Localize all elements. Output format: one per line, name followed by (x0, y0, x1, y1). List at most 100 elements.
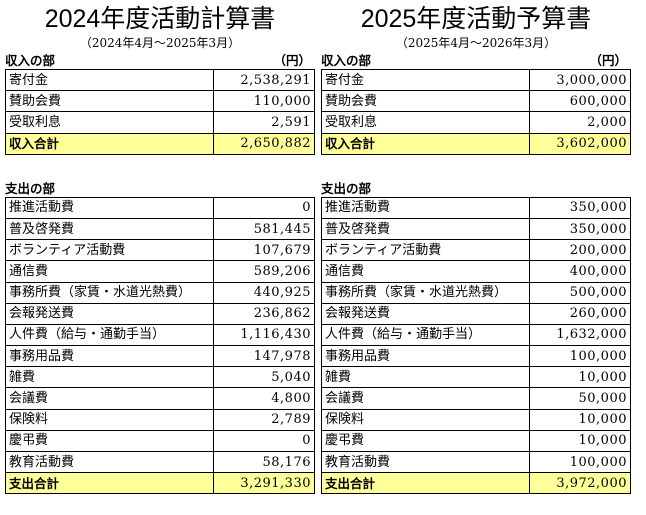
income-row: 受取利息 2,591 (5, 111, 315, 134)
currency-unit: （円） (273, 53, 311, 68)
expense-item-amount: 350,000 (529, 196, 631, 219)
expense-item-label: 会報発送費 (321, 302, 530, 325)
income-item-amount: 2,591 (213, 111, 315, 134)
expense-item-label: 通信費 (5, 260, 214, 283)
expense-item-amount: 4,800 (213, 387, 315, 410)
income-row: 寄付金 2,538,291 (5, 68, 315, 92)
expense-row: 会議費 4,800 (5, 387, 315, 410)
expense-section-header: 支出の部 (321, 180, 631, 197)
expense-item-amount: 58,176 (213, 450, 315, 474)
expense-row: 慶弔費 10,000 (321, 429, 631, 453)
income-total-row: 収入合計 2,650,882 (5, 132, 315, 155)
income-header-label: 収入の部 (321, 53, 372, 68)
expense-total-row: 支出合計 3,291,330 (5, 472, 315, 495)
expense-item-amount: 0 (213, 429, 315, 453)
expense-row: 会報発送費 236,862 (5, 302, 315, 325)
expense-row: 事務所費（家賃・水道光熱費） 440,925 (5, 281, 315, 304)
income-total-label: 収入合計 (321, 132, 530, 155)
expense-item-label: 会議費 (321, 387, 530, 410)
expense-item-amount: 100,000 (529, 450, 631, 474)
expense-item-amount: 400,000 (529, 260, 631, 283)
income-item-label: 賛助会費 (321, 90, 530, 113)
expense-item-amount: 1,632,000 (529, 323, 631, 347)
expense-item-label: 推進活動費 (321, 196, 530, 219)
expense-item-label: 事務用品費 (5, 345, 214, 368)
expense-row: 通信費 400,000 (321, 260, 631, 283)
income-item-amount: 2,000 (529, 111, 631, 134)
income-item-amount: 2,538,291 (213, 68, 315, 92)
expense-item-label: 事務用品費 (321, 345, 530, 368)
expense-item-label: 保険料 (321, 408, 530, 431)
expense-total-row: 支出合計 3,972,000 (321, 472, 631, 495)
expense-row: 推進活動費 350,000 (321, 196, 631, 219)
income-item-label: 寄付金 (5, 68, 214, 92)
income-item-label: 受取利息 (321, 111, 530, 134)
income-section-header: 収入の部 （円） (321, 52, 631, 69)
income-header-label: 収入の部 (5, 53, 56, 68)
expense-total-label: 支出合計 (5, 472, 214, 495)
income-item-amount: 110,000 (213, 90, 315, 113)
expense-item-label: ボランティア活動費 (321, 239, 530, 262)
activity-budget-2025: 2025年度活動予算書 （2025年4月～2026年3月） 収入の部 （円） 寄付金 3,… (321, 0, 631, 495)
expense-item-amount: 10,000 (529, 366, 631, 389)
expense-item-label: 通信費 (321, 260, 530, 283)
expense-table: 推進活動費 350,000 普及啓発費 350,000 ボランティア活動費 200,000… (321, 196, 631, 495)
currency-unit: （円） (589, 53, 627, 68)
income-total-amount: 2,650,882 (213, 132, 315, 155)
expense-row: 事務用品費 147,978 (5, 345, 315, 368)
expense-row: 通信費 589,206 (5, 260, 315, 283)
income-item-amount: 600,000 (529, 90, 631, 113)
expense-item-amount: 100,000 (529, 345, 631, 368)
expense-row: 保険料 10,000 (321, 408, 631, 431)
expense-item-amount: 589,206 (213, 260, 315, 283)
expense-item-label: 事務所費（家賃・水道光熱費） (5, 281, 214, 304)
expense-total-amount: 3,972,000 (529, 472, 631, 495)
expense-row: 普及啓発費 350,000 (321, 217, 631, 241)
expense-item-label: 教育活動費 (321, 450, 530, 474)
expense-item-label: ボランティア活動費 (5, 239, 214, 262)
expense-item-amount: 350,000 (529, 217, 631, 241)
expense-row: 教育活動費 58,176 (5, 450, 315, 474)
income-row: 受取利息 2,000 (321, 111, 631, 134)
expense-item-amount: 50,000 (529, 387, 631, 410)
expense-item-label: 人件費（給与・通勤手当） (5, 323, 214, 347)
expense-item-amount: 236,862 (213, 302, 315, 325)
expense-row: ボランティア活動費 200,000 (321, 239, 631, 262)
expense-total-amount: 3,291,330 (213, 472, 315, 495)
income-row: 賛助会費 600,000 (321, 90, 631, 113)
expense-item-label: 会議費 (5, 387, 214, 410)
expense-item-amount: 10,000 (529, 408, 631, 431)
income-item-label: 賛助会費 (5, 90, 214, 113)
section-spacer (321, 155, 631, 180)
expense-item-amount: 260,000 (529, 302, 631, 325)
expense-item-amount: 10,000 (529, 429, 631, 453)
expense-item-label: 会報発送費 (5, 302, 214, 325)
expense-row: 保険料 2,789 (5, 408, 315, 431)
fiscal-period: （2024年4月～2025年3月） (79, 36, 241, 50)
expense-row: 人件費（給与・通勤手当） 1,116,430 (5, 323, 315, 347)
expense-item-amount: 440,925 (213, 281, 315, 304)
income-row: 寄付金 3,000,000 (321, 68, 631, 92)
income-total-amount: 3,602,000 (529, 132, 631, 155)
page-title: 2025年度活動予算書 (360, 5, 592, 33)
expense-item-amount: 200,000 (529, 239, 631, 262)
expense-item-label: 雑費 (5, 366, 214, 389)
income-row: 賛助会費 110,000 (5, 90, 315, 113)
section-spacer (5, 155, 315, 180)
expense-item-amount: 1,116,430 (213, 323, 315, 347)
income-item-label: 寄付金 (321, 68, 530, 92)
expense-row: 慶弔費 0 (5, 429, 315, 453)
expense-row: 会報発送費 260,000 (321, 302, 631, 325)
activity-statement-2024: 2024年度活動計算書 （2024年4月～2025年3月） 収入の部 （円） 寄付金 2,… (5, 0, 315, 495)
expense-row: ボランティア活動費 107,679 (5, 239, 315, 262)
expense-row: 普及啓発費 581,445 (5, 217, 315, 241)
expense-item-label: 慶弔費 (5, 429, 214, 453)
expense-row: 教育活動費 100,000 (321, 450, 631, 474)
expense-item-label: 事務所費（家賃・水道光熱費） (321, 281, 530, 304)
expense-item-amount: 2,789 (213, 408, 315, 431)
income-table: 寄付金 2,538,291 賛助会費 110,000 受取利息 2,591 収入合計 2,65… (5, 68, 315, 155)
expense-item-label: 普及啓発費 (321, 217, 530, 241)
expense-item-label: 教育活動費 (5, 450, 214, 474)
expense-header-label: 支出の部 (321, 180, 372, 196)
expense-item-label: 推進活動費 (5, 196, 214, 219)
